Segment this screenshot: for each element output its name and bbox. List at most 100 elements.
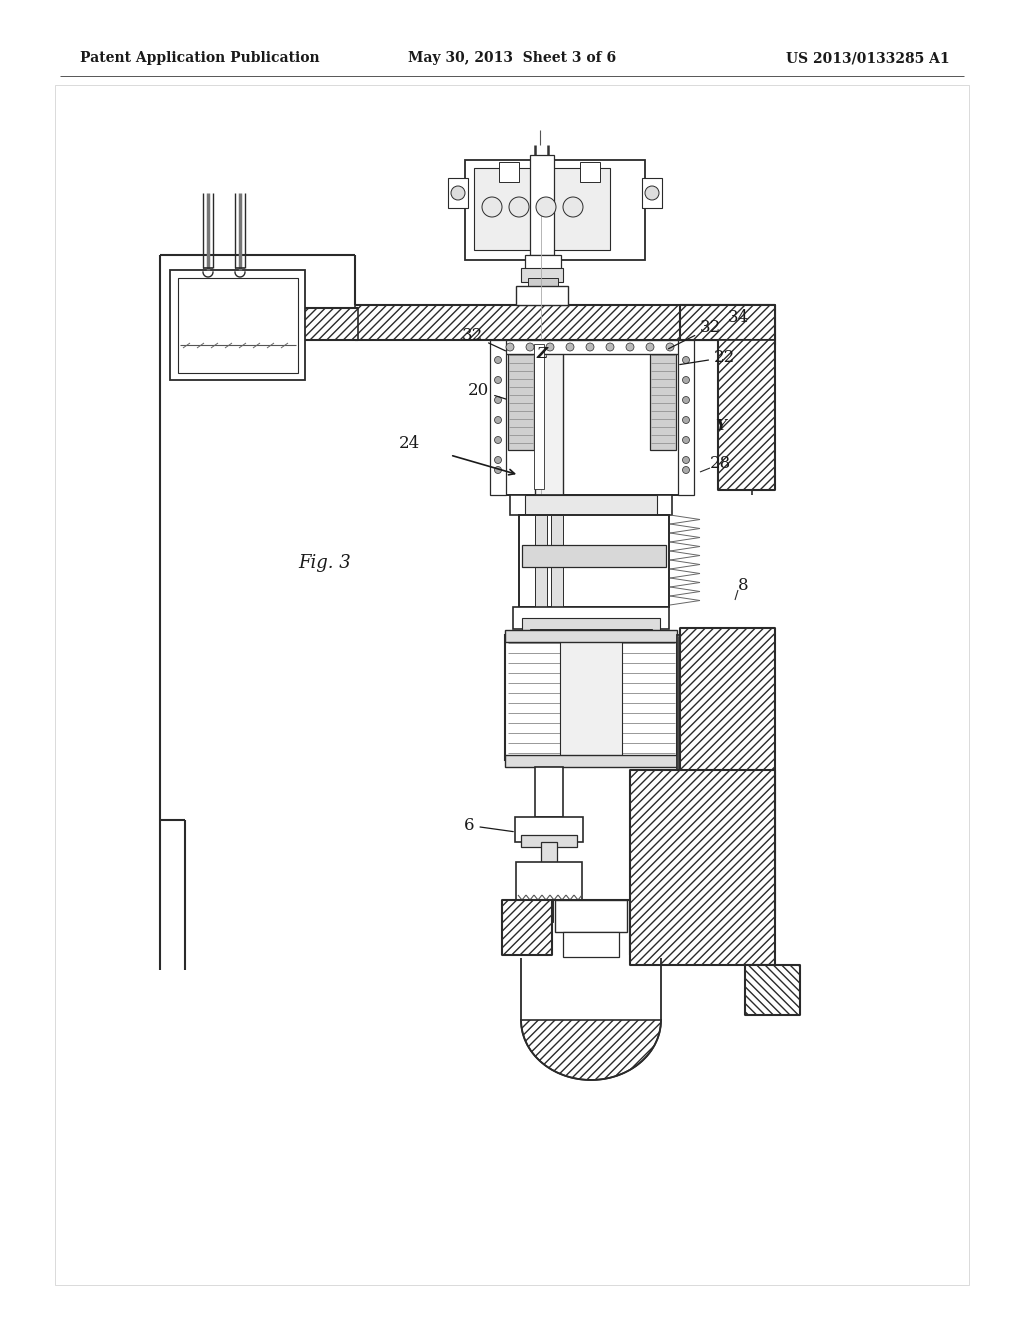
Bar [504, 341, 520, 495]
Circle shape [683, 417, 689, 424]
Bar [551, 515, 563, 607]
Bar [522, 545, 666, 568]
Bar [496, 341, 688, 354]
Bar [505, 755, 677, 767]
Bar [560, 635, 622, 760]
Circle shape [683, 376, 689, 384]
Bar [680, 305, 775, 341]
Bar [563, 932, 618, 957]
Circle shape [646, 343, 654, 351]
Text: 28: 28 [710, 455, 731, 473]
Bar [516, 286, 568, 305]
Circle shape [566, 343, 574, 351]
Bar [545, 168, 610, 249]
Circle shape [683, 437, 689, 444]
Polygon shape [521, 1020, 662, 1080]
Bar [745, 965, 800, 1015]
Circle shape [495, 396, 502, 404]
Bar [650, 350, 676, 450]
Bar [521, 836, 577, 847]
Bar [465, 160, 645, 260]
Bar [504, 341, 680, 495]
Bar [535, 515, 547, 607]
Bar [555, 900, 627, 932]
Bar [530, 154, 554, 255]
Circle shape [495, 417, 502, 424]
Bar [513, 607, 669, 630]
Bar [625, 635, 677, 760]
Bar [505, 630, 677, 642]
Circle shape [546, 343, 554, 351]
Bar [642, 178, 662, 209]
Bar [522, 618, 660, 630]
Bar [516, 862, 582, 900]
Circle shape [683, 396, 689, 404]
Bar [664, 341, 680, 495]
Text: Fig. 3: Fig. 3 [298, 554, 351, 572]
Circle shape [666, 343, 674, 351]
Text: 32: 32 [669, 319, 721, 348]
Circle shape [495, 457, 502, 463]
Circle shape [451, 186, 465, 201]
Bar [678, 341, 694, 495]
Circle shape [683, 356, 689, 363]
Circle shape [586, 343, 594, 351]
Bar [580, 162, 600, 182]
Bar [55, 84, 969, 1284]
Text: 34: 34 [728, 309, 750, 326]
Text: 8: 8 [738, 577, 749, 594]
Bar [535, 767, 563, 817]
Circle shape [563, 197, 583, 216]
Circle shape [683, 466, 689, 474]
Bar [525, 495, 657, 515]
Bar [490, 341, 506, 495]
Text: May 30, 2013  Sheet 3 of 6: May 30, 2013 Sheet 3 of 6 [408, 51, 616, 65]
Bar [178, 279, 298, 374]
Text: 32: 32 [462, 327, 506, 351]
Text: 20: 20 [468, 381, 506, 399]
Bar [545, 892, 553, 921]
Circle shape [536, 197, 556, 216]
Bar [508, 350, 534, 450]
Bar [521, 268, 563, 282]
Bar [679, 638, 753, 774]
Bar [355, 305, 775, 341]
Bar [718, 341, 775, 490]
Circle shape [482, 197, 502, 216]
Text: US 2013/0133285 A1: US 2013/0133285 A1 [786, 51, 950, 65]
Bar [505, 635, 557, 760]
Bar [680, 628, 775, 917]
Text: 6: 6 [464, 817, 513, 834]
Circle shape [683, 457, 689, 463]
Circle shape [495, 356, 502, 363]
Circle shape [509, 197, 529, 216]
Bar [528, 279, 558, 288]
Circle shape [645, 186, 659, 201]
Bar [474, 168, 539, 249]
Text: 24: 24 [398, 436, 420, 451]
Circle shape [626, 343, 634, 351]
Circle shape [526, 343, 534, 351]
Circle shape [495, 376, 502, 384]
Bar [630, 900, 680, 954]
Bar [519, 515, 669, 607]
Text: Z: Z [537, 347, 548, 360]
Bar [449, 178, 468, 209]
Bar [505, 635, 677, 760]
Bar [218, 300, 243, 346]
Text: 22: 22 [680, 348, 735, 366]
Bar [530, 630, 652, 639]
Bar [510, 495, 672, 515]
Bar [525, 255, 561, 273]
Bar [170, 271, 305, 380]
Bar [225, 296, 237, 350]
Bar [499, 162, 519, 182]
Bar [534, 345, 544, 488]
Bar [630, 770, 775, 965]
Bar [677, 635, 755, 775]
Text: Patent Application Publication: Patent Application Publication [80, 51, 319, 65]
Circle shape [606, 343, 614, 351]
Bar [541, 842, 557, 892]
Circle shape [495, 437, 502, 444]
Circle shape [495, 466, 502, 474]
